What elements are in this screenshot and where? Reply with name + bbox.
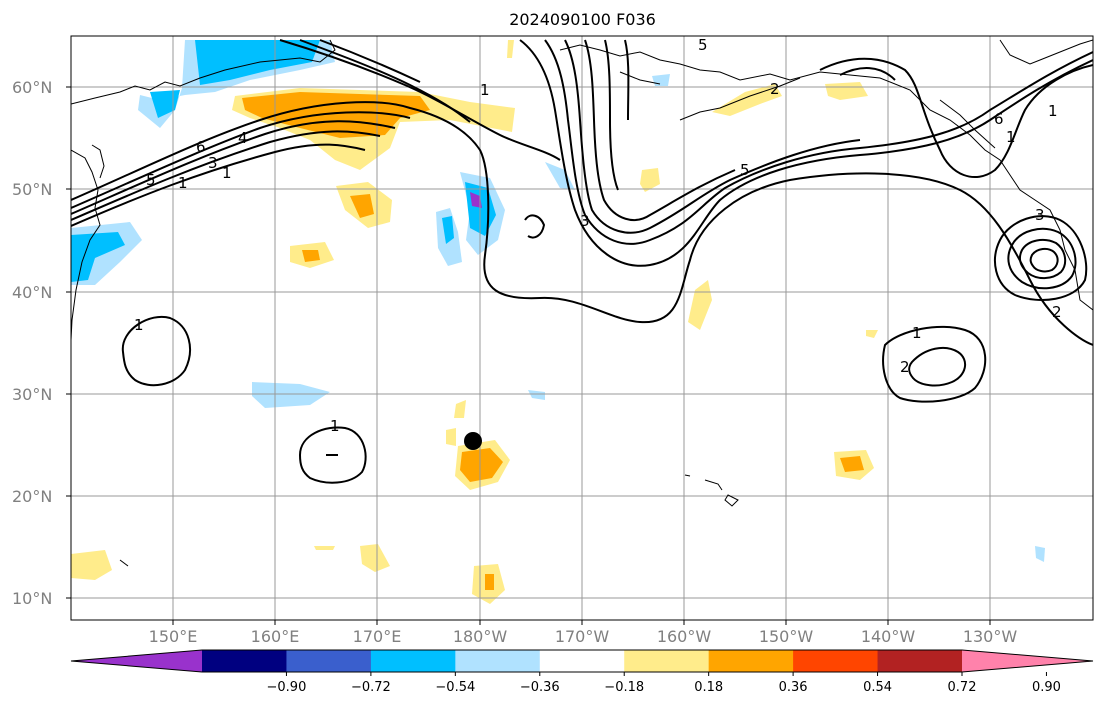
contour-label: 6 [994,110,1004,128]
lat-label: 50°N [12,180,52,199]
colorbar-tick-label: 0.54 [863,680,892,695]
anomaly-yellow-small-east [640,168,660,192]
colorbar-tick-label: 0.36 [779,680,808,695]
contour-label: 1 [134,316,144,334]
contour-label: 2 [770,80,780,98]
contour-label: 5 [146,171,156,189]
colorbar-tick-label: 0.72 [948,680,977,695]
anomaly-yellow-small-a [454,400,466,418]
lat-label: 30°N [12,385,52,404]
map-title: 2024090100 F036 [509,10,656,29]
lon-label: 150°E [149,627,198,646]
anomaly-orange-midlat1 [350,194,374,218]
colorbar-extension-high [962,650,1093,672]
anomaly-light-blue-band [252,382,330,408]
anomaly-yellow-tiny1 [314,546,335,550]
contour-label: 1 [222,164,232,182]
anomaly-yellow-alaska [712,84,782,116]
anomaly-blue-west [71,232,125,282]
anomaly-yellow-tiny2 [866,330,878,338]
anomaly-light-blue-small5 [652,74,670,86]
colorbar-tick-label: −0.90 [267,680,307,695]
anomaly-orange-tropical-main [460,448,503,482]
colorbar-segment [455,650,541,672]
colorbar-tick-label: −0.36 [520,680,560,695]
lon-label: 170°W [555,627,610,646]
lat-label: 20°N [12,487,52,506]
colorbar-tick-label: −0.72 [351,680,391,695]
anomaly-blue-region [150,40,320,118]
contour-label: 1 [1048,102,1058,120]
anomaly-orange-midlat2 [302,250,320,262]
lon-label: 180°W [453,627,508,646]
anomaly-orange-s2 [485,574,494,590]
colorbar: −0.90 −0.72 −0.54 −0.36 −0.18 0.18 0.36 0.54 0.7… [70,649,1094,695]
contour-label: 4 [238,129,248,147]
contour-label: 3 [580,212,590,230]
anomaly-light-blue-small3 [528,390,545,400]
contour-label: 1 [178,174,188,192]
coastlines [71,39,1093,567]
contour-label: 3 [208,154,218,172]
anomaly-yellow-small-b [446,428,456,446]
colorbar-segment [877,650,963,672]
colorbar-tick-label: −0.18 [604,680,644,695]
contour-label: 1 [1006,128,1016,146]
anomaly-purple-core [470,192,482,208]
lon-label: 140°W [861,627,916,646]
colorbar-segment [286,650,372,672]
colorbar-segment [370,650,456,672]
anomaly-blue-small1 [442,216,454,244]
anomaly-yellow-alaska2 [825,82,868,100]
anomaly-yellow-s1 [360,544,390,572]
axis-ticks [66,86,991,625]
lon-label: 160°E [251,627,300,646]
colorbar-segment [624,650,710,672]
contour-lines [71,39,1093,484]
lat-label: 40°N [12,283,52,302]
longitude-labels: 150°E 160°E 170°E 180°W 170°W 160°W 150°… [149,627,1018,646]
contour-label: 5 [698,36,708,54]
colorbar-segment [708,650,794,672]
contour-label: 2 [900,358,910,376]
anomaly-light-blue-small2 [545,162,575,190]
colorbar-tick-label: 0.18 [694,680,723,695]
contour-label: 3 [1035,206,1045,224]
anomaly-yellow-tiny3 [507,40,514,58]
contour-label-group: 1 6 5 4 3 1 1 5 5 3 6 1 1 3 2 1 1 2 1 2 [134,36,1062,435]
position-marker [464,432,482,450]
map-area: 1 6 5 4 3 1 1 5 5 3 6 1 1 3 2 1 1 2 1 2 [71,36,1093,620]
anomaly-yellow-sw [71,550,112,580]
lon-label: 160°W [657,627,712,646]
contour-label: 1 [912,324,922,342]
contour-label: 5 [740,161,750,179]
colorbar-segment [539,650,625,672]
colorbar-tick-label: 0.90 [1032,680,1061,695]
anomaly-light-blue-small4 [1035,546,1045,562]
contour-label: 1 [330,417,340,435]
colorbar-tick-label: −0.54 [435,680,475,695]
latitude-labels: 60°N 50°N 40°N 30°N 20°N 10°N [12,78,52,608]
anomaly-yellow-sliver [688,280,712,330]
lon-label: 130°W [963,627,1018,646]
colorbar-segment [202,650,287,672]
colorbar-segment [793,650,879,672]
lat-label: 10°N [12,589,52,608]
contour-label: 6 [196,138,206,156]
contour-label: 2 [1052,303,1062,321]
anomaly-orange-east [840,456,864,472]
gridlines [71,36,1093,620]
contour-label: 1 [480,81,490,99]
colorbar-extension-low [71,650,202,672]
lon-label: 150°W [759,627,814,646]
colorbar-outline [70,649,1094,673]
lat-label: 60°N [12,78,52,97]
lon-label: 170°E [353,627,402,646]
